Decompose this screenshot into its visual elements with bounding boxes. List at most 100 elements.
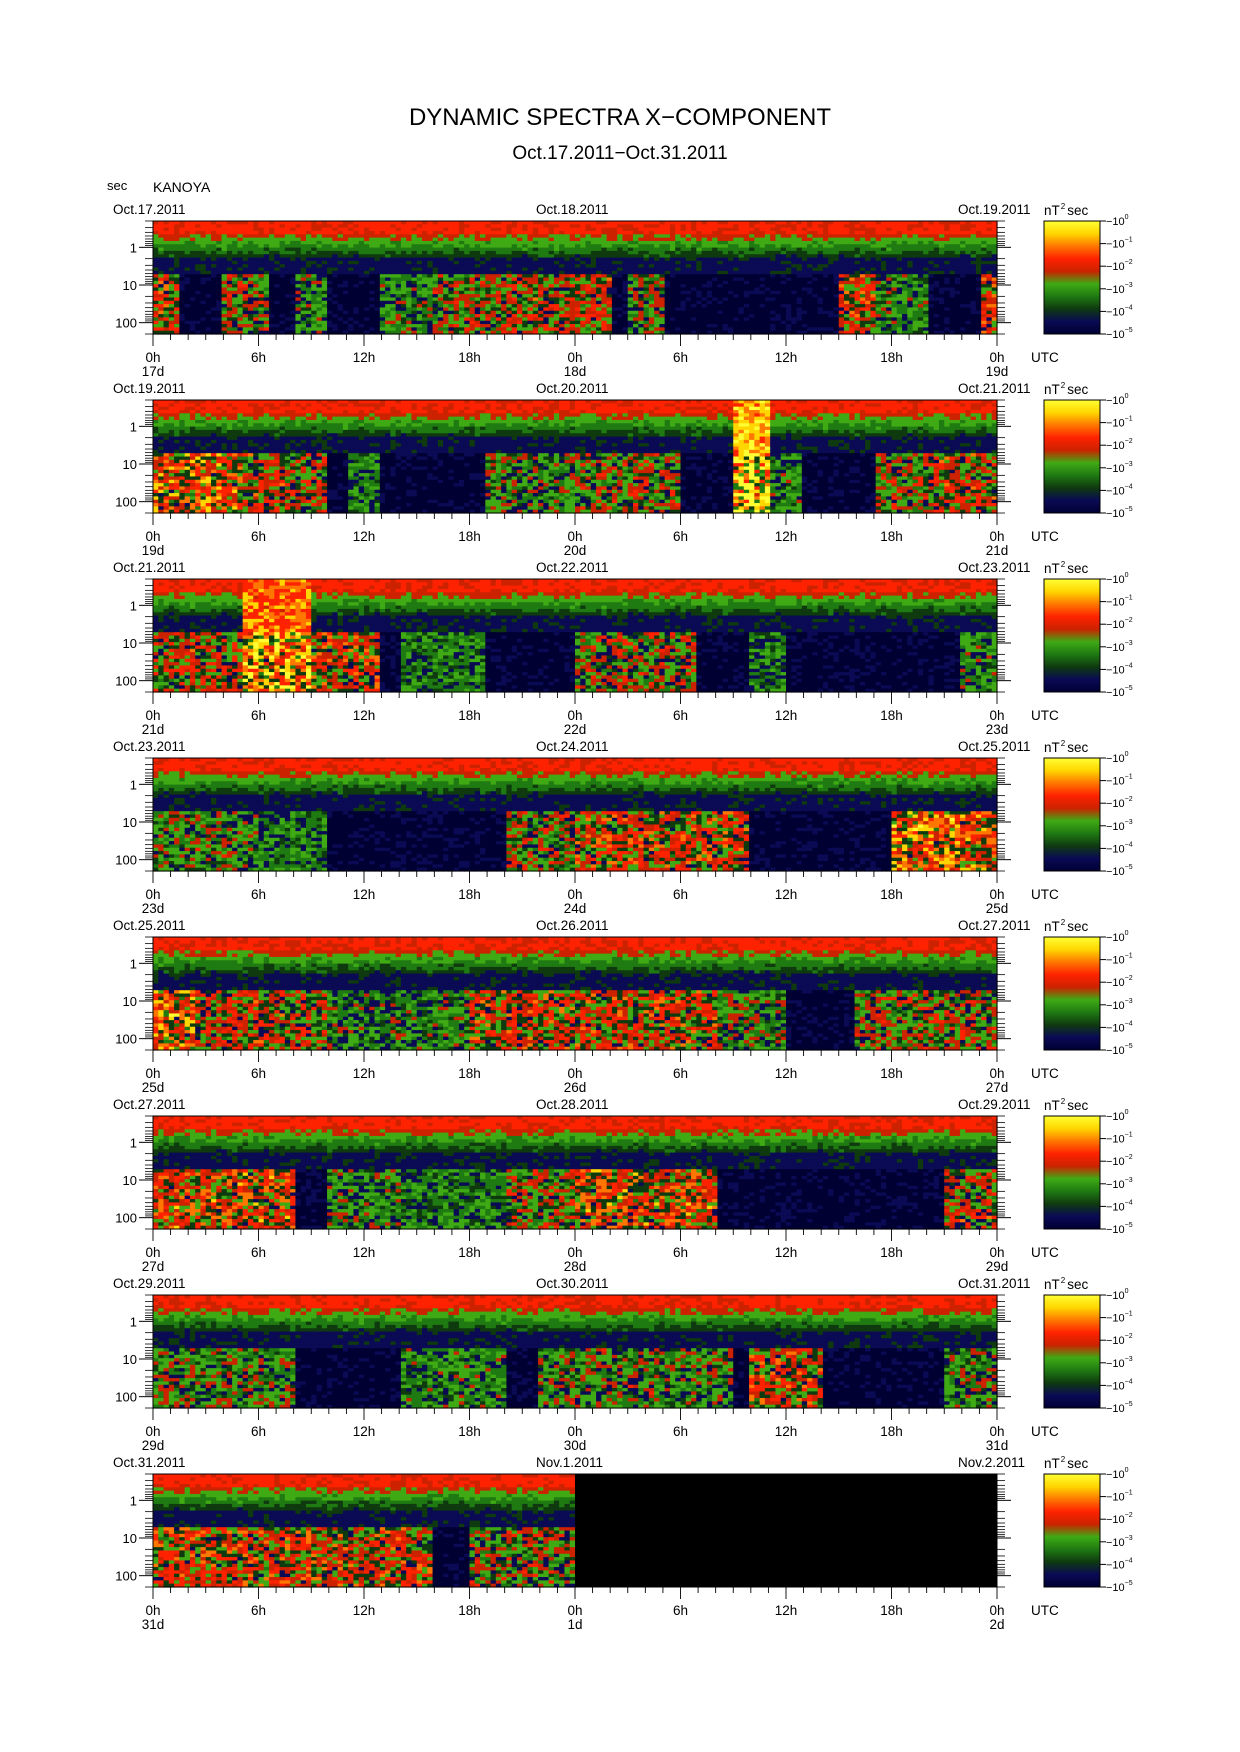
spectrogram-cell [717,221,724,225]
spectrogram-cell [633,227,639,232]
spectrogram-cell [295,250,302,255]
spectrogram-cell [854,310,861,315]
spectrogram-cell [712,277,719,282]
spectrogram-cell [891,237,898,242]
spectrogram-cell [295,277,302,282]
spectrogram-cell [427,330,434,335]
spectrogram-cell [801,270,808,275]
spectrogram-cell [838,300,845,305]
spectrogram-cell [247,247,254,252]
spectrogram-cell [527,237,534,242]
spectrogram-cell [205,237,212,242]
spectrogram-cell [305,277,312,282]
spectrogram-cell [522,277,529,282]
spectrogram-cell [606,317,613,322]
spectrogram-cell [770,307,777,312]
spectrogram-cell [358,330,365,335]
spectrogram-cell [237,230,244,235]
spectrogram-cell [717,324,724,328]
spectrogram-cell [638,277,645,282]
spectrogram-cell [596,314,602,318]
spectrogram-cell [886,227,893,232]
spectrogram-cell [791,314,798,318]
spectrogram-cell [205,310,212,315]
spectrogram-cell [342,247,349,252]
spectrogram-cell [342,320,349,325]
spectrogram-cell [907,330,914,335]
spectrogram-cell [590,234,597,239]
spectrogram-cell [754,237,761,242]
spectrogram-cell [796,250,803,255]
spectrogram-cell [717,280,724,285]
spectrogram-cell [369,237,376,242]
spectrogram-cell [221,257,228,262]
spectrogram-cell [617,267,624,272]
spectrogram-cell [838,290,845,295]
spectrogram-cell [332,330,339,335]
spectrogram-cell [764,297,771,302]
spectrogram-cell [485,227,492,232]
spectrogram-cell [437,244,444,249]
spectrogram-cell [448,307,455,312]
spectrogram-cell [411,260,418,265]
spectrogram-cell [242,227,249,232]
spectrogram-cell [659,224,666,229]
spectrogram-cell [311,221,318,225]
spectrogram-cell [189,327,196,332]
spectrogram-cell [743,254,750,259]
spectrogram-cell [680,267,687,272]
spectrogram-cell [611,310,618,315]
spectrogram-cell [738,274,745,279]
spectrogram-cell [184,227,191,232]
spectrogram-cell [390,267,397,272]
spectrogram-cell [675,294,682,299]
spectrogram-cell [712,327,719,332]
spectrogram-cell [485,297,492,302]
spectrogram-cell [290,260,297,265]
spectrogram-cell [727,327,734,332]
spectrogram-cell [495,310,502,315]
spectrogram-cell [200,221,207,225]
spectrogram-cell [211,257,217,262]
spectrogram-cell [691,227,697,232]
spectrogram-cell [247,234,254,239]
spectrogram-cell [516,324,523,328]
spectrogram-cell [168,330,175,335]
spectrogram-cell [648,227,655,232]
spectrogram-cell [274,267,281,272]
spectrogram-cell [564,290,571,295]
spectrogram-cell [664,284,671,289]
spectrogram-cell [685,324,692,328]
spectrogram-cell [601,274,608,279]
spectrogram-cell [796,314,803,318]
spectrogram-cell [506,227,513,232]
spectrogram-cell [543,274,550,279]
spectrogram-cell [453,277,460,282]
spectrogram-cell [812,237,819,242]
spectrogram-cell [469,287,476,292]
spectrogram-cell [253,277,260,282]
spectrogram-cell [211,270,217,275]
spectrogram-cell [569,254,576,259]
spectrogram-cell [548,324,555,328]
spectrogram-cell [153,284,159,289]
spectrogram-cell [342,274,349,279]
spectrogram-cell [427,257,434,262]
spectrogram-cell [590,221,597,225]
spectrogram-cell [691,310,697,315]
spectrogram-cell [569,230,576,235]
spectrogram-cell [559,221,566,225]
spectrogram-cell [305,294,312,299]
spectrogram-cell [764,260,771,265]
spectrogram-cell [754,260,761,265]
spectrogram-cell [580,320,587,325]
spectrogram-cell [675,270,682,275]
spectrogram-cell [163,327,170,332]
spectrogram-cell [200,274,207,279]
spectrogram-cell [284,237,291,242]
spectrogram-cell [200,227,207,232]
spectrogram-cell [200,324,207,328]
spectrogram-cell [485,314,492,318]
spectrogram-cell [638,237,645,242]
spectrogram-cell [691,257,697,262]
